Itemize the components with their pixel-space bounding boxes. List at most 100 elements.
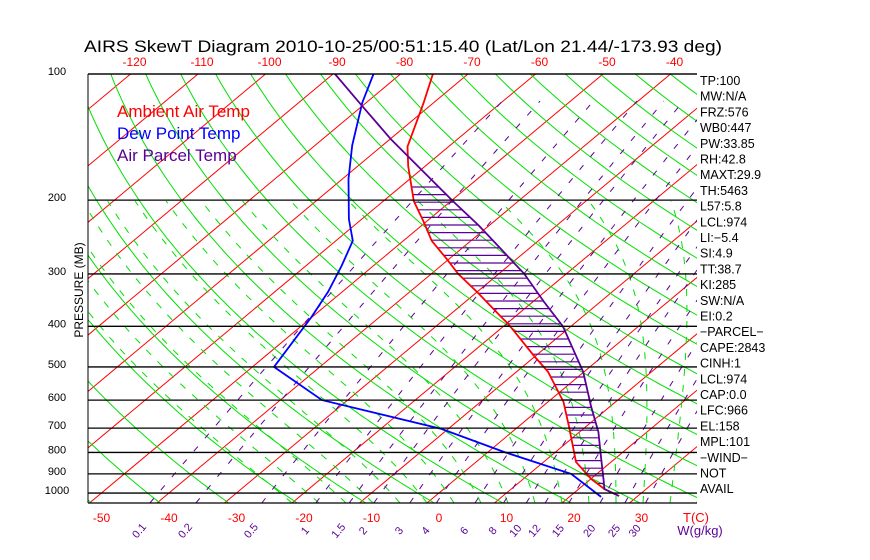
dry-adiabat-line: [110, 74, 572, 503]
pressure-tick-label: 800: [48, 444, 66, 456]
moist-adiabat-line: [242, 200, 509, 503]
mixing-ratio-tick-label: 10: [507, 523, 524, 540]
bottom-temp-tick-label: -20: [295, 511, 313, 525]
isotherm-line: [156, 74, 671, 503]
isotherm-line: [765, 74, 870, 503]
top-temp-tick-label: -50: [598, 55, 616, 69]
dry-adiabat-line: [88, 440, 161, 503]
mixing-ratio-tick-label: 20: [581, 523, 598, 540]
mixing-ratio-tick-label: 6: [458, 525, 471, 537]
sounding-index-item: −PARCEL−: [700, 325, 764, 339]
dry-adiabat-line: [424, 74, 697, 288]
legend: Ambient Air Temp Dew Point Temp Air Parc…: [117, 102, 250, 165]
dry-adiabat-line: [88, 184, 435, 503]
isotherm-line: [88, 74, 199, 167]
profile-series: [272, 74, 620, 498]
dry-adiabat-line: [88, 318, 298, 503]
pressure-tick-label: 500: [48, 359, 66, 371]
isotherm-line: [291, 164, 697, 503]
sounding-index-item: L57:5.8: [700, 200, 742, 214]
legend-dew-point-temp: Dew Point Temp: [117, 124, 240, 143]
mixing-ratio-line: [599, 341, 697, 503]
isotherm-line: [359, 220, 697, 503]
sounding-index-item: PW:33.85: [700, 137, 755, 151]
top-temp-tick-label: -100: [257, 55, 281, 69]
dew-point-temp-line: [272, 74, 602, 498]
ambient-air-temp-line: [406, 74, 620, 497]
mixing-ratio-tick-label: 1.5: [329, 521, 348, 540]
bottom-temp-tick-label: -50: [93, 511, 111, 525]
mixing-ratio-tick-label: 25: [606, 523, 623, 540]
dry-adiabat-line: [799, 67, 870, 503]
isotherm-line: [0, 74, 63, 503]
bottom-temp-tick-label: -10: [363, 511, 381, 525]
isotherm-line: [88, 74, 536, 449]
sounding-index-item: TH:5463: [700, 184, 748, 198]
sounding-index-item: MW:N/A: [700, 90, 747, 104]
sounding-index-item: TT:38.7: [700, 262, 742, 276]
mixing-ratio-tick-label: 12: [526, 523, 543, 540]
sounding-index-item: SW:N/A: [700, 294, 745, 308]
mixing-ratio-line: [525, 246, 697, 503]
top-temp-tick-label: -80: [396, 55, 414, 69]
mixing-ratio-line: [624, 378, 697, 503]
mixing-ratio-tick-label: 2: [357, 525, 370, 537]
pressure-tick-label: 300: [48, 266, 66, 278]
sounding-index-item: −WIND−: [700, 451, 748, 465]
top-temp-tick-label: -70: [463, 55, 481, 69]
mixing-ratio-tick-label: 3: [393, 525, 406, 537]
moist-adiabat-line: [88, 246, 347, 503]
dry-adiabat-line: [215, 74, 697, 467]
dry-adiabat-line: [389, 74, 697, 316]
sounding-index-item: LCL:974: [700, 215, 747, 229]
top-temp-tick-label: -110: [190, 55, 213, 69]
dry-adiabat-line: [285, 74, 697, 405]
moist-adiabat-line: [201, 200, 482, 503]
mixing-ratio-line: [195, 100, 541, 503]
dry-adiabat-line: [765, 67, 870, 503]
sounding-index-item: AVAIL: [700, 482, 734, 496]
dry-adiabat-line: [88, 105, 504, 503]
chart-title: AIRS SkewT Diagram 2010-10-25/00:51:15.4…: [84, 37, 722, 56]
dry-adiabat-line: [834, 67, 870, 503]
sounding-index-item: MAXT:29.9: [700, 168, 761, 182]
mixing-ratio-tick-label: 15: [550, 523, 567, 540]
legend-air-parcel-temp: Air Parcel Temp: [117, 146, 237, 165]
top-temp-tick-label: -90: [328, 55, 346, 69]
pressure-tick-label: 400: [48, 318, 66, 330]
dry-adiabat-line: [354, 74, 697, 345]
sounding-index-item: NOT: [700, 467, 727, 481]
cape-hatching: [411, 186, 604, 484]
bottom-temp-tick-label: 10: [500, 511, 514, 525]
moist-adiabat-line: [499, 200, 617, 503]
legend-ambient-air-temp: Ambient Air Temp: [117, 102, 250, 121]
sounding-index-item: WB0:447: [700, 121, 751, 135]
mixing-ratio-tick-label: 4: [419, 525, 432, 537]
moist-adiabat-line: [134, 200, 428, 503]
bottom-temp-tick-label: -40: [160, 511, 178, 525]
sounding-index-item: RH:42.8: [700, 153, 746, 167]
isotherm-line: [224, 107, 697, 503]
pressure-tick-label: 200: [48, 192, 66, 204]
moist-adiabat-line: [165, 200, 455, 503]
sounding-index-item: EI:0.2: [700, 310, 733, 324]
moist-adiabat-line: [348, 200, 563, 503]
mixing-ratio-tick-label: 30: [627, 523, 644, 540]
bottom-temp-tick-label: 20: [567, 511, 581, 525]
dry-adiabat-line: [180, 74, 697, 499]
mixing-ratio-tick-label: 1: [299, 525, 312, 537]
dry-adiabat-line: [250, 74, 697, 436]
top-temp-tick-label: -60: [531, 55, 549, 69]
sounding-index-item: CAP:0.0: [700, 388, 747, 402]
sounding-index-item: MPL:101: [700, 435, 750, 449]
mixing-ratio-tick-label: 0.1: [130, 521, 149, 540]
dry-adiabat-line: [0, 67, 23, 503]
isotherm-line: [88, 74, 266, 223]
sounding-index-item: KI:285: [700, 278, 736, 292]
moist-adiabat-line: [107, 200, 401, 503]
pressure-tick-label: 1000: [45, 485, 69, 497]
isotherm-line: [494, 333, 697, 503]
mixing-ratio-tick-label: 8: [487, 525, 500, 537]
mixing-ratio-unit-label: W(g/kg): [677, 523, 723, 538]
